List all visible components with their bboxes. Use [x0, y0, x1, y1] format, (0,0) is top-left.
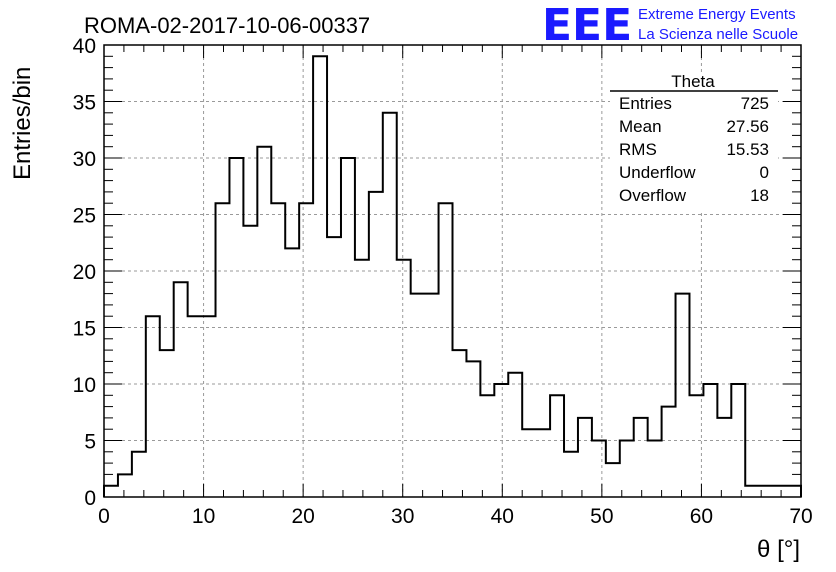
histogram-bin [606, 463, 620, 497]
x-tick-labels: 0 10 20 30 40 50 60 70 [98, 505, 813, 528]
histogram-bin [648, 441, 662, 498]
stats-row-value: 725 [741, 94, 769, 113]
eee-logo-line1: Extreme Energy Events [638, 6, 796, 23]
stats-title: Theta [671, 72, 715, 91]
histogram-bin [494, 384, 508, 497]
eee-logo-line2: La Scienza nelle Scuole [638, 26, 798, 43]
histogram-bin [620, 441, 634, 498]
histogram-bin [662, 407, 676, 497]
stats-box: Theta Entries 725 Mean 27.56 RMS 15.53 Underfl… [610, 72, 778, 210]
x-tick-label: 0 [98, 505, 110, 528]
y-axis-label: Entries/bin [9, 67, 36, 180]
histogram-bin [243, 226, 257, 497]
histogram-bin [146, 316, 160, 497]
histogram-bin [634, 418, 648, 497]
histogram-bin [773, 486, 787, 497]
chart-title: ROMA-02-2017-10-06-00337 [84, 13, 370, 38]
histogram-bin [383, 113, 397, 497]
histogram-outline [103, 55, 802, 497]
x-tick-label: 20 [291, 505, 314, 528]
stats-row-value: 15.53 [726, 140, 769, 159]
histogram-bin [745, 486, 759, 497]
histogram-bin [327, 237, 341, 497]
histogram-bin [285, 248, 299, 497]
histogram-bin [257, 147, 271, 497]
eee-logo: EEE Extreme Energy Events La Scienza nel… [542, 0, 798, 51]
x-tick-label: 40 [491, 505, 514, 528]
eee-logo-mark: EEE [542, 0, 632, 51]
stats-row-value: 27.56 [726, 117, 769, 136]
histogram-bin [578, 418, 592, 497]
histogram-bin [689, 395, 703, 497]
x-axis-label: θ [°] [757, 536, 800, 563]
histogram-bin [787, 486, 801, 497]
histogram-bin [271, 203, 285, 497]
y-tick-label: 25 [73, 205, 96, 228]
histogram-bin [104, 486, 118, 497]
histogram-bin [188, 316, 202, 497]
stats-row-label: Underflow [619, 163, 696, 182]
histogram-bin [731, 384, 745, 497]
y-tick-label: 35 [73, 92, 96, 115]
stats-row-value: 18 [750, 186, 769, 205]
x-tick-label: 30 [391, 505, 414, 528]
histogram-bin [522, 429, 536, 497]
y-tick-label: 40 [73, 35, 96, 58]
histogram-bin [411, 294, 425, 497]
histogram-bin [118, 474, 132, 497]
histogram-bin [508, 373, 522, 497]
stats-rows: Entries 725 Mean 27.56 RMS 15.53 Underflow 0 Ove… [619, 94, 769, 205]
y-tick-label: 10 [73, 374, 96, 397]
histogram-bin [132, 452, 146, 497]
histogram-bin [703, 384, 717, 497]
histogram-bin [759, 486, 773, 497]
histogram-bin [439, 203, 453, 497]
histogram-bin [536, 429, 550, 497]
histogram-bin [592, 441, 606, 498]
stats-row-label: RMS [619, 140, 657, 159]
histogram-bin [466, 361, 480, 497]
histogram-bin [355, 260, 369, 497]
y-tick-label: 30 [73, 148, 96, 171]
histogram-bin [160, 350, 174, 497]
stats-row-label: Mean [619, 117, 662, 136]
histogram-bin [480, 395, 494, 497]
y-tick-label: 20 [73, 261, 96, 284]
histogram-bin [717, 418, 731, 497]
y-tick-label: 15 [73, 318, 96, 341]
histogram-bin [550, 395, 564, 497]
x-tick-label: 10 [192, 505, 215, 528]
histogram-bin [313, 56, 327, 497]
x-tick-label: 50 [590, 505, 613, 528]
stats-row-label: Overflow [619, 186, 687, 205]
histogram-bin [174, 282, 188, 497]
stats-box-background [610, 72, 778, 210]
x-tick-label: 60 [690, 505, 713, 528]
stats-row-label: Entries [619, 94, 672, 113]
plot-frame [103, 44, 802, 498]
histogram-bin [425, 294, 439, 497]
stats-row-value: 0 [760, 163, 769, 182]
histogram-bin [299, 203, 313, 497]
histogram-bin [676, 294, 690, 497]
histogram-bin [341, 158, 355, 497]
histogram-bin [229, 158, 243, 497]
histogram-bin [216, 203, 230, 497]
histogram-bin [453, 350, 467, 497]
x-tick-label: 70 [789, 505, 812, 528]
y-tick-label: 0 [84, 487, 96, 510]
histogram-bin [369, 192, 383, 497]
histogram-bin [564, 452, 578, 497]
histogram-bin [202, 316, 216, 497]
axis-ticks [103, 44, 802, 498]
y-tick-labels: 0 5 10 15 20 25 30 35 40 [73, 35, 96, 510]
y-tick-label: 5 [84, 431, 96, 454]
histogram-bin [397, 260, 411, 497]
